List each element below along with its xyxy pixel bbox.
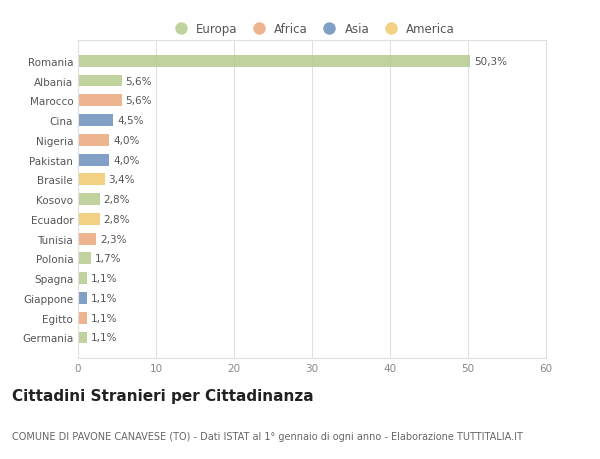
Bar: [78, 115, 113, 127]
Text: 2,8%: 2,8%: [104, 214, 130, 224]
Bar: [78, 332, 86, 344]
Text: 4,5%: 4,5%: [117, 116, 143, 126]
Text: COMUNE DI PAVONE CANAVESE (TO) - Dati ISTAT al 1° gennaio di ogni anno - Elabora: COMUNE DI PAVONE CANAVESE (TO) - Dati IS…: [12, 431, 523, 442]
Bar: [78, 292, 86, 304]
Text: Cittadini Stranieri per Cittadinanza: Cittadini Stranieri per Cittadinanza: [12, 388, 314, 403]
Legend: Europa, Africa, Asia, America: Europa, Africa, Asia, America: [164, 19, 460, 41]
Text: 3,4%: 3,4%: [109, 175, 135, 185]
Text: 50,3%: 50,3%: [474, 56, 507, 67]
Bar: [78, 253, 91, 265]
Text: 1,1%: 1,1%: [91, 293, 117, 303]
Bar: [78, 194, 100, 206]
Bar: [78, 174, 104, 186]
Text: 1,1%: 1,1%: [91, 333, 117, 343]
Bar: [78, 75, 122, 87]
Text: 4,0%: 4,0%: [113, 155, 139, 165]
Bar: [78, 273, 86, 285]
Text: 2,3%: 2,3%: [100, 234, 127, 244]
Text: 2,8%: 2,8%: [104, 195, 130, 205]
Bar: [78, 134, 109, 146]
Bar: [78, 154, 109, 166]
Text: 5,6%: 5,6%: [125, 76, 152, 86]
Bar: [78, 233, 96, 245]
Text: 1,1%: 1,1%: [91, 274, 117, 284]
Bar: [78, 95, 122, 107]
Text: 4,0%: 4,0%: [113, 135, 139, 146]
Bar: [78, 56, 470, 67]
Text: 1,1%: 1,1%: [91, 313, 117, 323]
Bar: [78, 213, 100, 225]
Bar: [78, 312, 86, 324]
Text: 5,6%: 5,6%: [125, 96, 152, 106]
Text: 1,7%: 1,7%: [95, 254, 122, 264]
